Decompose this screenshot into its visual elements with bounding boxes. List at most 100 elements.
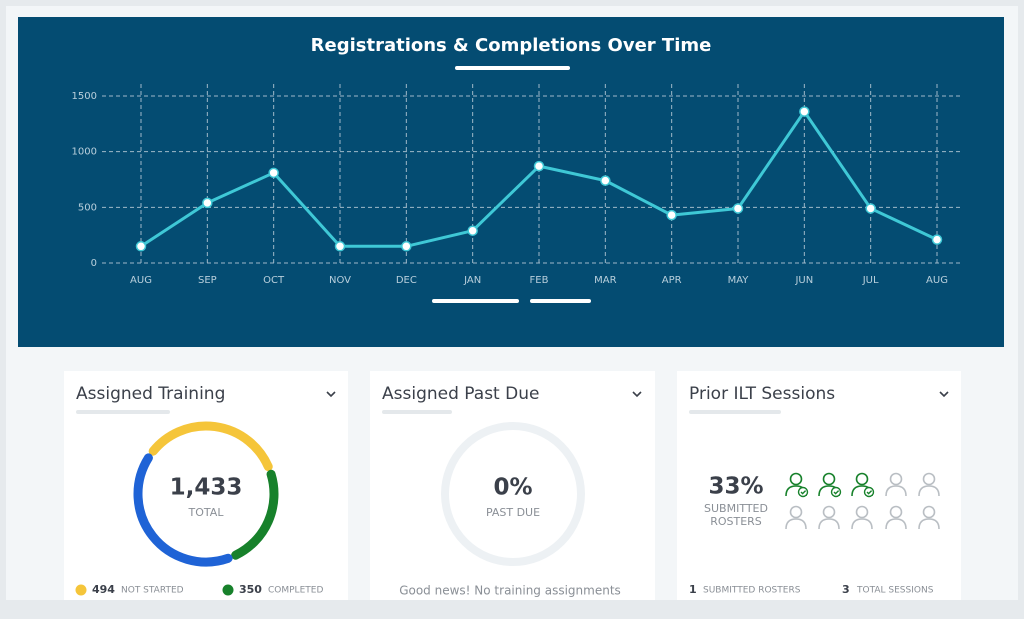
card-title: Prior ILT Sessions [689, 384, 835, 404]
legend-label: COMPLETED [268, 586, 323, 596]
y-tick-label: 500 [78, 202, 97, 213]
scroll-indicator[interactable] [432, 299, 519, 303]
stat-value: 1 [689, 583, 697, 596]
cards: Assigned Training Assigned Past Due Prio… [64, 371, 961, 611]
x-tick-label: MAY [728, 275, 750, 286]
person-body [885, 485, 907, 497]
person-head [855, 505, 869, 519]
person-icon [851, 505, 873, 530]
percent-label: SUBMITTED ROSTERS [704, 502, 768, 528]
title-underline [76, 410, 170, 414]
check-badge [797, 486, 809, 498]
stat-value: 3 [842, 583, 850, 596]
donut-segment [231, 469, 279, 560]
check-badge [863, 486, 875, 498]
check [866, 490, 873, 495]
point [202, 197, 213, 209]
person-body [851, 518, 873, 530]
chevron[interactable] [632, 391, 642, 398]
point [600, 175, 611, 186]
legend-dot [222, 584, 234, 596]
chart-title: Registrations & Completions Over Time [311, 35, 712, 56]
card-title: Assigned Past Due [382, 384, 539, 404]
stat-label: TOTAL SESSIONS [856, 586, 934, 596]
person-body [918, 485, 940, 497]
bottom-edge [6, 600, 1018, 619]
scroll-indicator[interactable] [530, 299, 591, 303]
x-tick-label: JUN [794, 275, 813, 286]
x-tick-label: NOV [329, 275, 351, 286]
legend-value: 494 [92, 583, 115, 596]
person-head [922, 505, 936, 519]
percent-label-box: SUBMITTED ROSTERS [704, 502, 768, 528]
point [401, 241, 412, 252]
point [533, 160, 545, 172]
point [334, 241, 346, 252]
person-head [789, 505, 803, 519]
x-tick-label: APR [662, 275, 682, 286]
chevron[interactable] [326, 391, 336, 398]
x-tick-label: OCT [263, 275, 285, 286]
person-head [889, 472, 903, 486]
point [732, 203, 744, 214]
check [800, 490, 807, 495]
x-tick-label: JUL [862, 275, 879, 286]
donut-segment [148, 421, 273, 472]
check [833, 490, 840, 495]
x-tick-label: MAR [594, 275, 616, 286]
person-icon [785, 505, 807, 530]
person-head [855, 472, 869, 486]
person-icon [885, 472, 907, 497]
point [666, 209, 677, 221]
percent-label: PAST DUE [486, 506, 540, 519]
x-tick-label: FEB [530, 275, 549, 286]
person-body [918, 518, 940, 530]
point [799, 106, 810, 117]
x-tick-label: AUG [926, 275, 948, 286]
person-body [885, 518, 907, 530]
y-tick-label: 1000 [72, 147, 97, 158]
check-badge [830, 486, 842, 498]
legend-dot [75, 584, 87, 596]
person-head [789, 472, 803, 486]
person-icon [818, 472, 842, 498]
person-icon [918, 505, 940, 530]
point [467, 225, 478, 236]
person-icon [918, 472, 940, 497]
donut-segment [133, 453, 233, 567]
y-tick-label: 0 [91, 258, 97, 269]
y-tick-label: 1500 [72, 91, 97, 102]
person-head [889, 505, 903, 519]
chevron[interactable] [939, 391, 949, 398]
title-underline [689, 410, 781, 414]
empty-ring [441, 422, 585, 566]
x-tick-label: AUG [130, 275, 152, 286]
title-underline [455, 66, 570, 70]
person-head [822, 505, 836, 519]
point [865, 203, 876, 214]
chart-panel [18, 17, 1004, 347]
person-icon [851, 472, 875, 498]
person-icon [818, 505, 840, 530]
person-body [818, 518, 840, 530]
title-underline [382, 410, 452, 414]
x-tick-label: JAN [463, 275, 481, 286]
x-tick-label: SEP [198, 275, 217, 286]
x-tick-label: DEC [396, 275, 417, 286]
total-label: TOTAL [188, 506, 225, 519]
person-body [785, 518, 807, 530]
person-icon [785, 472, 809, 498]
point [931, 234, 943, 245]
total-value: 1,433 [170, 475, 243, 501]
percent-value: 33% [708, 474, 763, 500]
point [268, 167, 279, 179]
message: Good news! No training assignments [399, 584, 621, 598]
stat-label: SUBMITTED ROSTERS [703, 586, 801, 596]
legend-label: NOT STARTED [121, 586, 184, 596]
legend-value: 350 [239, 583, 262, 596]
card-title: Assigned Training [76, 384, 225, 404]
person-head [922, 472, 936, 486]
percent-value: 0% [493, 475, 532, 501]
person-icon [885, 505, 907, 530]
